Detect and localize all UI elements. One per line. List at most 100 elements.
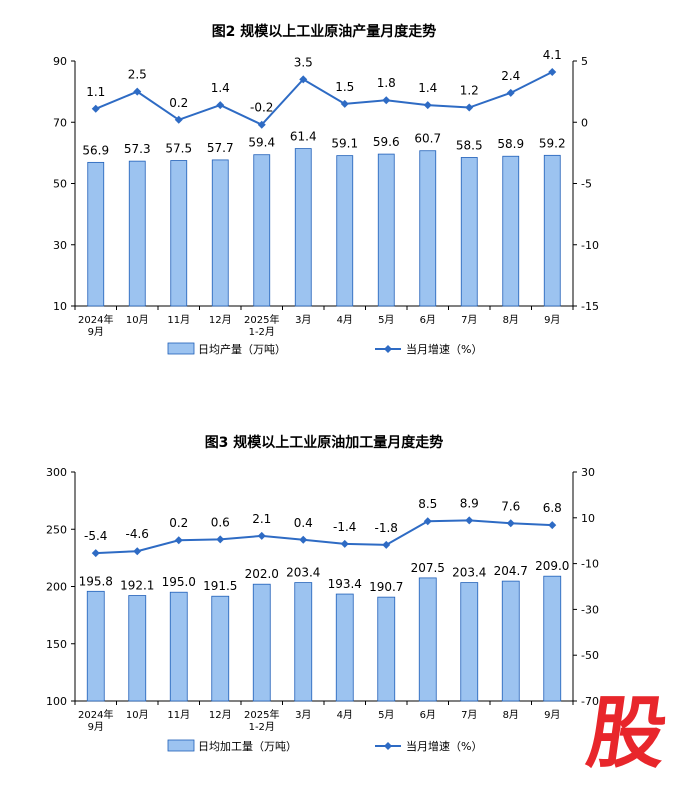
- legend-bar-swatch: [167, 739, 195, 752]
- bar-data-label: 195.0: [162, 575, 196, 589]
- line-point: [91, 549, 100, 558]
- legend-bar-label: 日均产量（万吨）: [198, 342, 286, 356]
- line-data-label: 1.4: [211, 81, 230, 95]
- line-data-label: 2.1: [252, 512, 271, 526]
- x-tick-label: 4月: [337, 709, 353, 721]
- legend-line-marker: [384, 742, 392, 750]
- legend-line-label: 当月增速（%）: [406, 739, 482, 753]
- bar: [335, 593, 354, 702]
- bar-data-label: 56.9: [82, 143, 109, 157]
- watermark-logo: 股: [581, 689, 673, 779]
- line-point: [340, 99, 349, 108]
- bar-data-label: 204.7: [494, 564, 528, 578]
- x-tick-label: 10月: [126, 709, 149, 721]
- bar-data-label: 57.5: [165, 142, 192, 156]
- left-axis-tick-label: 50: [53, 178, 67, 191]
- bar: [128, 595, 147, 702]
- chart-title: 图3 规模以上工业原油加工量月度走势: [205, 434, 444, 451]
- line-point: [465, 103, 474, 112]
- bar: [211, 159, 229, 307]
- bar: [502, 155, 520, 307]
- line-point: [174, 536, 183, 545]
- line-data-label: 4.1: [543, 48, 562, 62]
- line-point: [548, 68, 557, 77]
- line-data-label: 0.6: [211, 515, 230, 529]
- x-tick-label: 12月: [209, 709, 232, 721]
- line-point: [548, 521, 557, 530]
- bar: [543, 154, 561, 307]
- bar: [87, 161, 105, 307]
- bar-data-label: 60.7: [414, 132, 441, 146]
- x-tick-label: 9月: [88, 721, 104, 733]
- line-data-label: 6.8: [543, 501, 562, 515]
- x-tick-label: 9月: [88, 326, 104, 338]
- bar-data-label: 61.4: [290, 130, 317, 144]
- left-axis-tick-label: 250: [46, 523, 67, 536]
- left-axis-tick-label: 70: [53, 116, 67, 129]
- line-data-label: 1.5: [335, 80, 354, 94]
- line-point: [382, 540, 391, 549]
- line-point: [257, 120, 266, 129]
- line-data-label: 1.4: [418, 81, 437, 95]
- line-data-label: 1.1: [86, 85, 105, 99]
- line-data-label: -5.4: [84, 529, 107, 543]
- growth-line: [95, 71, 553, 126]
- x-tick-label: 5月: [378, 709, 394, 721]
- left-axis-tick-label: 30: [53, 239, 67, 252]
- right-axis-tick-label: 0: [581, 116, 588, 129]
- bar-data-label: 192.1: [120, 579, 154, 593]
- legend-bar-label: 日均加工量（万吨）: [198, 740, 297, 753]
- bar-data-label: 191.5: [203, 579, 237, 593]
- bar: [543, 575, 562, 702]
- line-point: [174, 115, 183, 124]
- line-point: [423, 101, 432, 110]
- x-tick-label: 2024年: [78, 708, 113, 721]
- bar-data-label: 209.0: [535, 559, 569, 573]
- line-data-label: 2.5: [128, 68, 147, 82]
- bar: [460, 582, 479, 702]
- left-axis-tick-label: 100: [46, 695, 67, 708]
- bar-data-label: 203.4: [286, 566, 320, 580]
- x-tick-label: 2025年: [244, 708, 279, 721]
- bar-data-label: 202.0: [245, 567, 279, 581]
- bar: [294, 582, 313, 702]
- bar: [169, 591, 188, 702]
- line-data-label: -1.4: [333, 520, 356, 534]
- line-data-label: 1.2: [460, 84, 479, 98]
- bar: [501, 580, 520, 702]
- bar: [211, 595, 230, 702]
- line-data-label: 2.4: [501, 69, 520, 83]
- x-tick-label: 6月: [420, 709, 436, 721]
- x-tick-label: 11月: [167, 709, 190, 721]
- bar: [294, 148, 312, 307]
- right-axis-tick-label: -10: [581, 558, 599, 571]
- bar-data-label: 203.4: [452, 566, 486, 580]
- line-point: [506, 88, 515, 97]
- right-axis-tick-label: -10: [581, 239, 599, 252]
- legend-bar-swatch: [167, 342, 195, 355]
- x-tick-label: 10月: [126, 314, 149, 326]
- x-tick-label: 12月: [209, 314, 232, 326]
- growth-line: [95, 519, 553, 555]
- legend-line-marker: [384, 345, 392, 353]
- x-tick-label: 3月: [295, 709, 311, 721]
- bar: [86, 590, 105, 702]
- line-point: [465, 516, 474, 525]
- line-data-label: -0.2: [250, 101, 273, 115]
- right-axis-tick-label: -70: [581, 695, 599, 708]
- bar: [377, 596, 396, 702]
- line-data-label: -4.6: [126, 527, 149, 541]
- bar: [252, 583, 271, 702]
- left-axis-tick-label: 300: [46, 466, 67, 479]
- x-tick-label: 7月: [461, 314, 477, 326]
- line-data-label: 8.9: [460, 496, 479, 510]
- line-point: [257, 531, 266, 540]
- x-tick-label: 1-2月: [249, 721, 275, 733]
- line-data-label: -1.8: [375, 521, 398, 535]
- bar: [170, 160, 188, 307]
- line-data-label: 1.8: [377, 76, 396, 90]
- right-axis-tick-label: -15: [581, 300, 599, 313]
- line-point: [216, 101, 225, 110]
- left-axis-tick-label: 200: [46, 581, 67, 594]
- bar-data-label: 57.3: [124, 142, 151, 156]
